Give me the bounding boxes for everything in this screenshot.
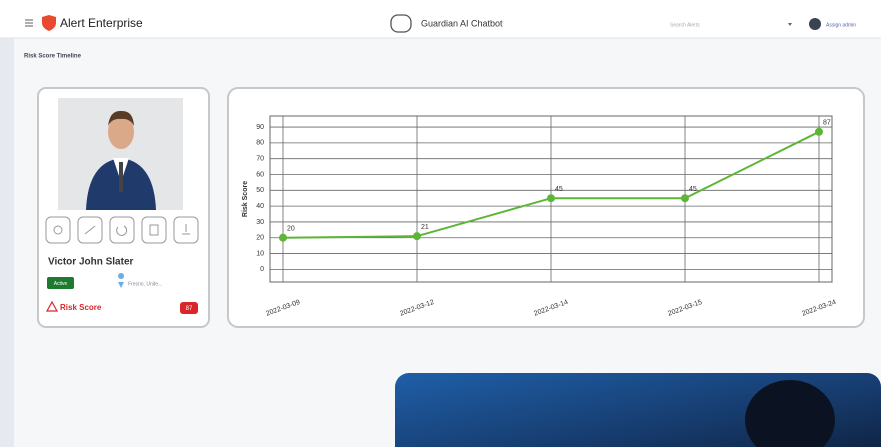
chart-card bbox=[228, 88, 864, 327]
profile-name: Victor John Slater bbox=[48, 257, 134, 268]
y-axis-label: Risk Score bbox=[242, 181, 249, 217]
y-tick-label: 90 bbox=[256, 124, 264, 131]
chatbot-title[interactable]: Guardian AI Chatbot bbox=[421, 18, 503, 28]
y-tick-label: 10 bbox=[256, 250, 264, 257]
y-tick-label: 20 bbox=[256, 235, 264, 242]
sidebar bbox=[0, 38, 14, 447]
point bbox=[279, 234, 287, 242]
data-label: 45 bbox=[689, 186, 697, 193]
screen: Alert Enterprise Guardian AI Chatbot Sea… bbox=[0, 0, 881, 447]
y-tick-label: 30 bbox=[256, 219, 264, 226]
search-input[interactable]: Search Alerts bbox=[670, 22, 700, 28]
profile-photo bbox=[58, 98, 183, 210]
app-name: Alert Enterprise bbox=[60, 16, 143, 30]
point bbox=[547, 194, 555, 202]
risk-score: 87 bbox=[186, 306, 193, 312]
location: Fresno, Unite... bbox=[128, 281, 162, 287]
point bbox=[815, 128, 823, 136]
data-label: 45 bbox=[555, 186, 563, 193]
page-title: Risk Score Timeline bbox=[24, 54, 82, 60]
action-buttons[interactable] bbox=[46, 217, 198, 243]
point bbox=[681, 194, 689, 202]
y-tick-label: 0 bbox=[260, 266, 264, 273]
avatar[interactable] bbox=[809, 18, 821, 30]
user-name[interactable]: Assign admin bbox=[826, 22, 856, 28]
y-tick-label: 80 bbox=[256, 140, 264, 147]
y-tick-label: 50 bbox=[256, 187, 264, 194]
point bbox=[413, 232, 421, 240]
status-text: Active bbox=[54, 281, 68, 287]
risk-label: Risk Score bbox=[60, 303, 102, 312]
data-label: 21 bbox=[421, 224, 429, 231]
data-label: 87 bbox=[823, 120, 831, 127]
data-label: 20 bbox=[287, 226, 295, 233]
y-tick-label: 60 bbox=[256, 171, 264, 178]
y-tick-label: 70 bbox=[256, 156, 264, 163]
y-tick-label: 40 bbox=[256, 203, 264, 210]
